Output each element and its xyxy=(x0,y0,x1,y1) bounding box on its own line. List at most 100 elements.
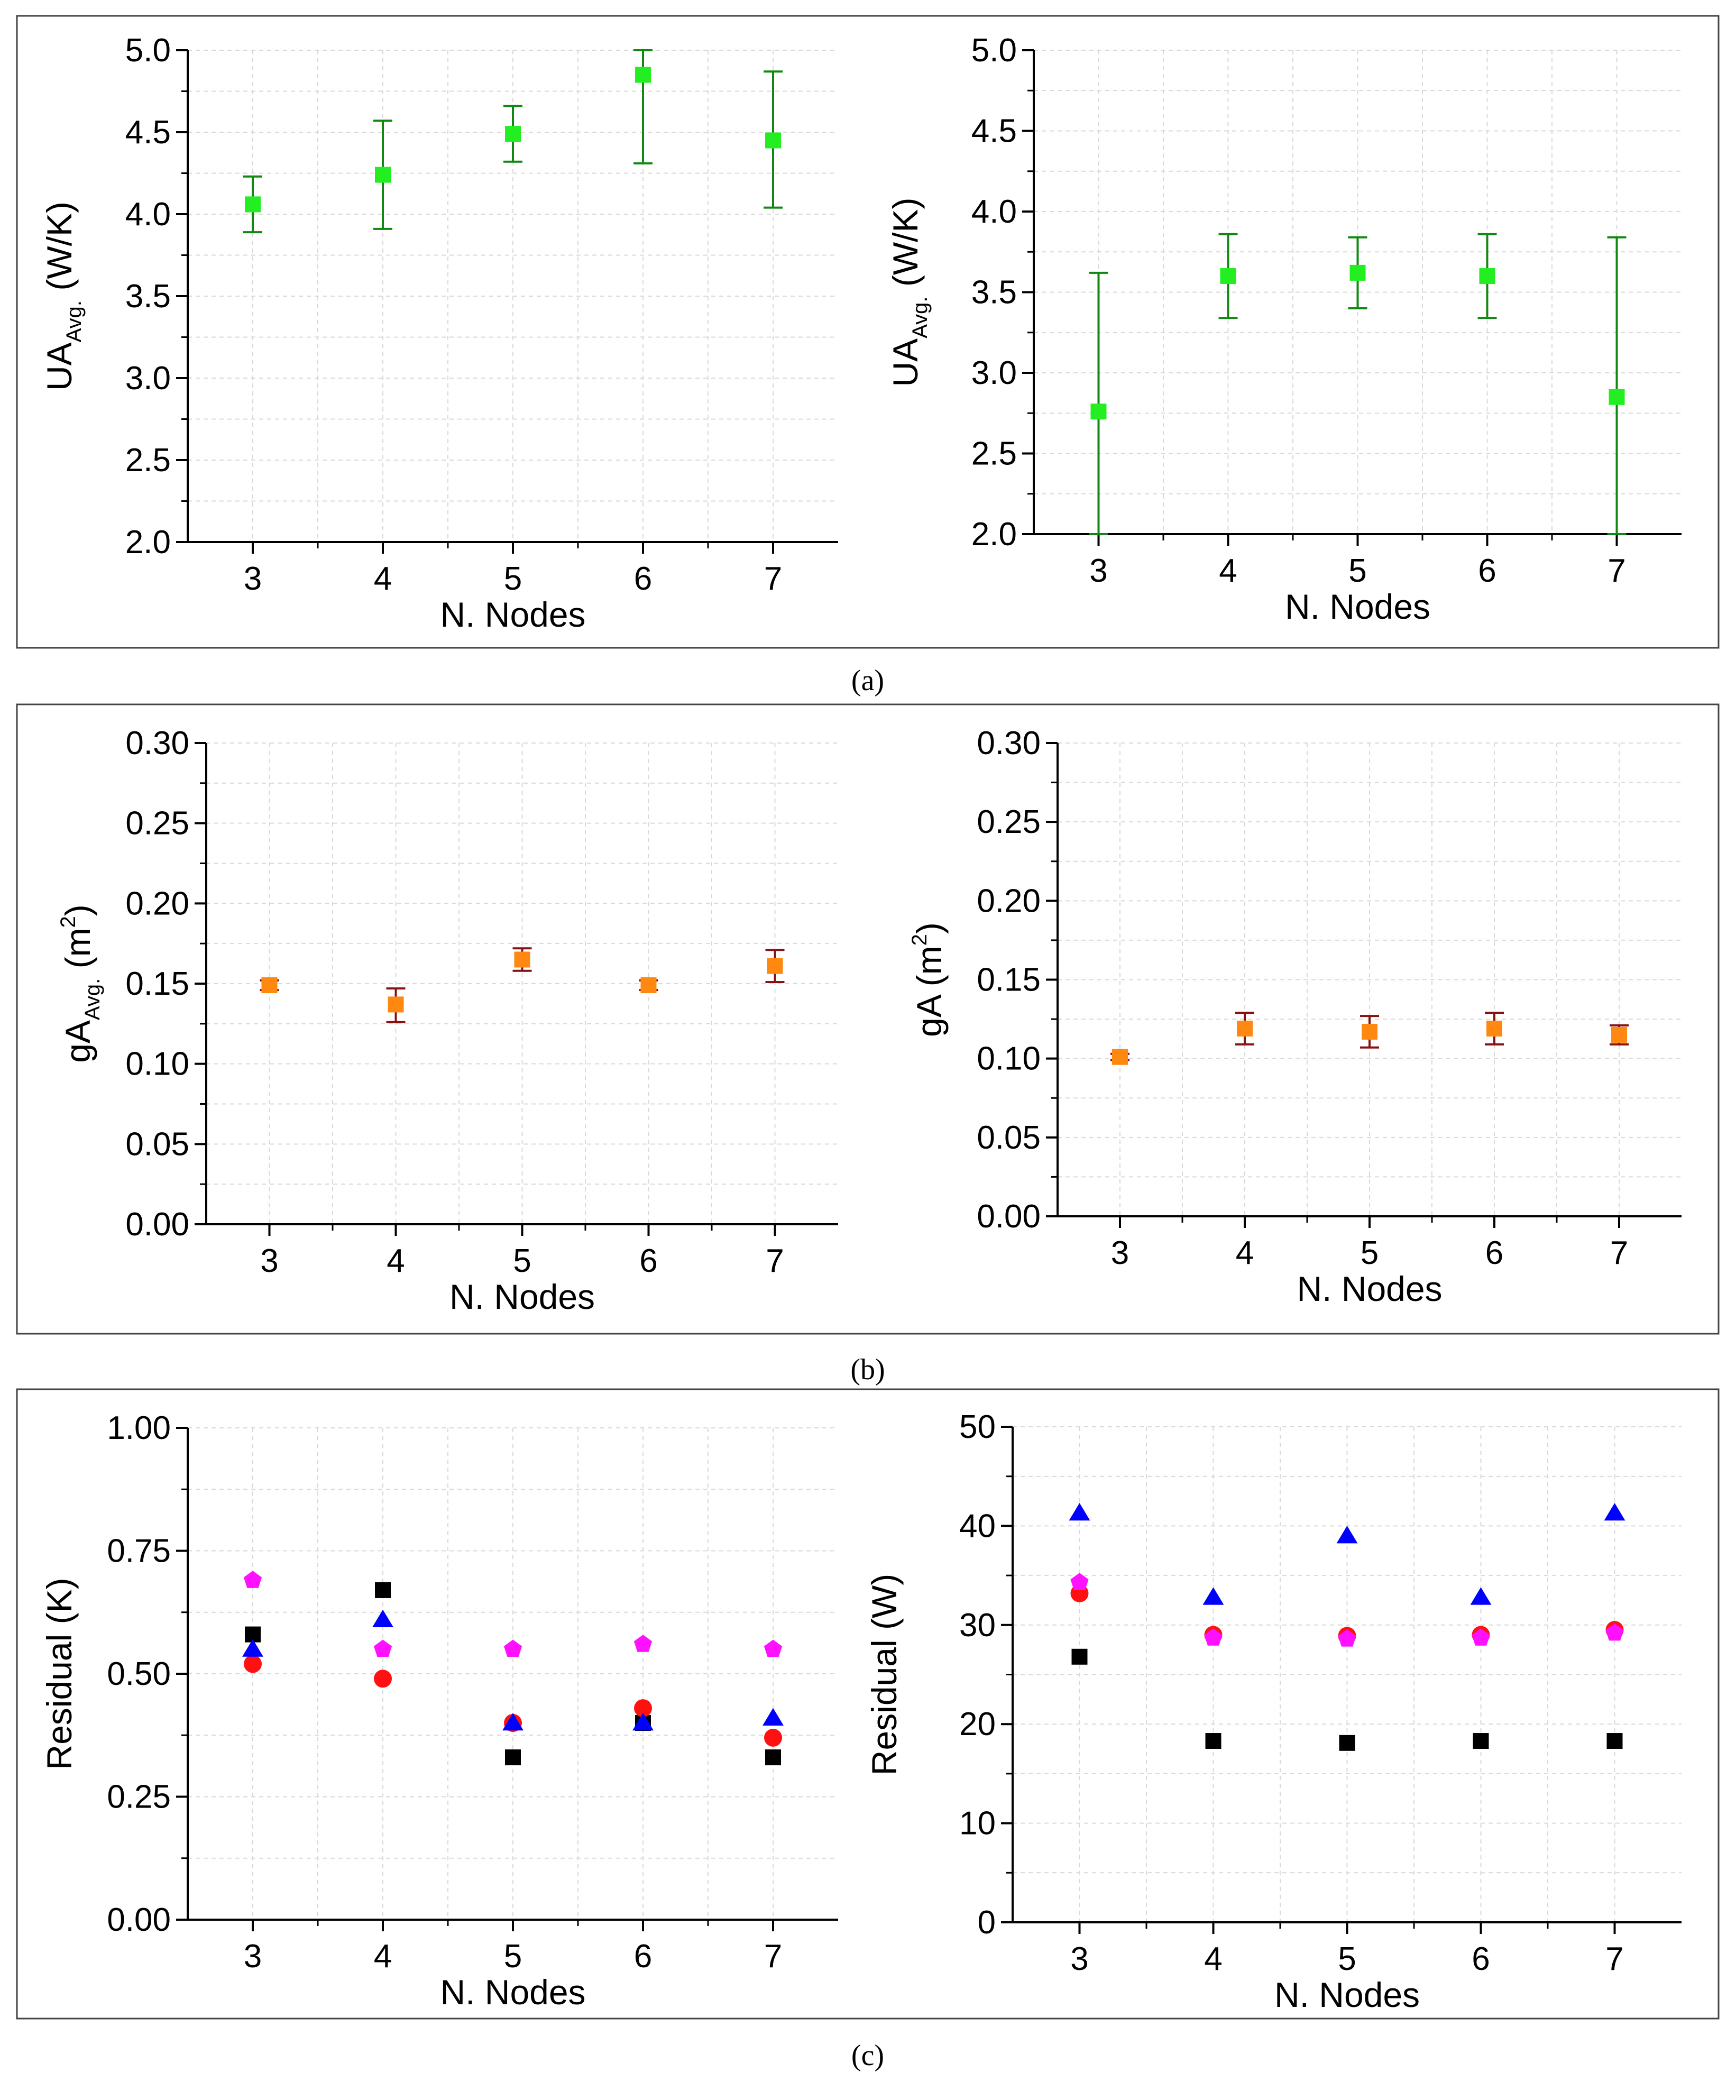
x-tick-label: 4 xyxy=(374,1938,392,1975)
y-tick-label: 0.25 xyxy=(107,1779,171,1815)
data-point-pentagon xyxy=(243,1571,262,1588)
x-tick-label: 3 xyxy=(1089,553,1107,589)
x-axis-title: N. Nodes xyxy=(1285,587,1430,626)
y-title-main: gA (m xyxy=(910,946,949,1037)
y-tick-label: 50 xyxy=(959,1409,996,1445)
x-tick-label: 5 xyxy=(1348,553,1366,589)
y-title-subscript: Avg. xyxy=(81,978,104,1020)
x-axis-title: N. Nodes xyxy=(1297,1269,1442,1308)
y-title-subscript: Avg. xyxy=(908,296,932,338)
x-tick-label: 5 xyxy=(1338,1941,1356,1977)
data-point-square xyxy=(1349,264,1366,281)
data-point-square xyxy=(1112,1049,1128,1065)
y-tick-label: 0.25 xyxy=(125,805,189,842)
data-point-triangle xyxy=(1336,1526,1358,1544)
y-tick-label: 0.05 xyxy=(125,1126,189,1162)
data-point-square xyxy=(1071,1648,1088,1665)
data-point-triangle xyxy=(1069,1503,1090,1521)
x-tick-label: 5 xyxy=(504,1938,522,1975)
x-tick-label: 6 xyxy=(1478,553,1496,589)
x-tick-label: 4 xyxy=(1236,1235,1254,1271)
data-point-pentagon xyxy=(764,1639,783,1657)
y-tick-label: 2.5 xyxy=(971,436,1017,472)
y-tick-label: 1.00 xyxy=(107,1410,171,1446)
y-tick-label: 0.25 xyxy=(977,804,1041,840)
chart-b-right: 0.00 0.05 0.10 0.15 0.20 0.25 0.30 3 4 5 6 7 N. Node… xyxy=(908,725,1682,1308)
y-tick-label: 4.5 xyxy=(125,114,171,151)
panel-a-frame xyxy=(16,15,1720,649)
y-tick-label: 0.00 xyxy=(977,1198,1041,1235)
caption-a: (a) xyxy=(851,664,884,697)
y-axis-title: Residual (W) xyxy=(865,1574,904,1775)
data-point-square xyxy=(635,67,651,83)
y-tick-label: 0.10 xyxy=(977,1041,1041,1077)
y-title-superscript: 2 xyxy=(908,934,931,946)
data-point-square xyxy=(1205,1733,1221,1749)
y-tick-label: 5.0 xyxy=(125,32,171,69)
data-point-square xyxy=(375,1582,391,1598)
data-point-pentagon xyxy=(503,1639,522,1657)
y-tick-label: 0.30 xyxy=(125,725,189,762)
data-point-circle xyxy=(764,1728,782,1747)
chart-a-left: 2.0 2.5 3.0 3.5 4.0 4.5 5.0 3 4 5 6 7 N. Nodes UAAvg.… xyxy=(40,32,838,634)
y-tick-label: 0 xyxy=(978,1904,996,1941)
x-tick-label: 5 xyxy=(504,561,522,597)
y-tick-label: 3.0 xyxy=(971,355,1017,391)
data-point-square xyxy=(1479,268,1495,284)
y-tick-label: 4.5 xyxy=(971,113,1017,150)
y-title-main: UA xyxy=(40,342,79,391)
data-point-square xyxy=(1473,1733,1489,1749)
data-point-circle xyxy=(634,1699,652,1718)
data-point-square xyxy=(261,977,278,994)
y-tick-label: 20 xyxy=(959,1706,996,1743)
data-point-square xyxy=(245,196,261,213)
data-point-square xyxy=(514,951,530,968)
y-tick-label: 5.0 xyxy=(971,32,1017,69)
data-point-square xyxy=(505,126,521,142)
data-point-pentagon xyxy=(1472,1628,1490,1646)
y-tick-label: 0.15 xyxy=(125,966,189,1002)
y-tick-label: 4.0 xyxy=(971,194,1017,230)
data-point-square xyxy=(1611,1026,1627,1043)
x-tick-label: 3 xyxy=(1070,1941,1088,1977)
x-tick-label: 3 xyxy=(244,1938,262,1975)
chart-b-left: 0.00 0.05 0.10 0.15 0.20 0.25 0.30 3 4 5 6 7 N. Node… xyxy=(57,725,838,1316)
y-tick-label: 30 xyxy=(959,1607,996,1644)
data-point-triangle xyxy=(1202,1587,1224,1605)
data-point-square xyxy=(765,132,781,149)
y-tick-label: 3.5 xyxy=(125,278,171,315)
x-tick-label: 4 xyxy=(387,1243,405,1279)
y-title-close: ) xyxy=(910,922,949,934)
x-tick-label: 4 xyxy=(374,561,392,597)
x-tick-label: 4 xyxy=(1204,1941,1222,1977)
y-axis-title: UAAvg. (W/K) xyxy=(40,201,86,391)
y-tick-label: 0.30 xyxy=(977,725,1041,762)
x-axis-title: N. Nodes xyxy=(440,595,585,634)
data-point-circle xyxy=(244,1655,262,1673)
y-tick-label: 10 xyxy=(959,1805,996,1842)
y-tick-label: 2.0 xyxy=(971,516,1017,553)
data-point-triangle xyxy=(632,1713,654,1731)
data-point-square xyxy=(640,977,657,994)
x-axis-title: N. Nodes xyxy=(449,1277,595,1316)
y-tick-label: 0.15 xyxy=(977,962,1041,998)
y-title-unit: (W/K) xyxy=(40,201,79,300)
data-point-square xyxy=(1486,1020,1502,1037)
x-tick-label: 7 xyxy=(764,1938,782,1975)
y-tick-label: 2.0 xyxy=(125,524,171,561)
data-point-square xyxy=(1609,389,1625,405)
y-tick-label: 0.50 xyxy=(107,1656,171,1692)
data-point-square xyxy=(1339,1735,1355,1751)
caption-c: (c) xyxy=(851,2039,884,2072)
x-tick-label: 7 xyxy=(1610,1235,1628,1271)
x-tick-label: 3 xyxy=(244,561,262,597)
x-tick-label: 7 xyxy=(764,561,782,597)
y-tick-label: 0.20 xyxy=(977,883,1041,919)
chart-c-right: 0 10 20 30 40 50 3 4 5 6 7 N. Nodes Residual (W) xyxy=(865,1409,1682,2014)
data-point-square xyxy=(765,1749,781,1766)
y-axis-title: UAAvg. (W/K) xyxy=(886,198,932,387)
data-point-square xyxy=(388,996,404,1013)
y-title-main: UA xyxy=(886,338,925,387)
x-tick-label: 6 xyxy=(1472,1941,1490,1977)
y-title-unit: (W/K) xyxy=(886,198,925,297)
